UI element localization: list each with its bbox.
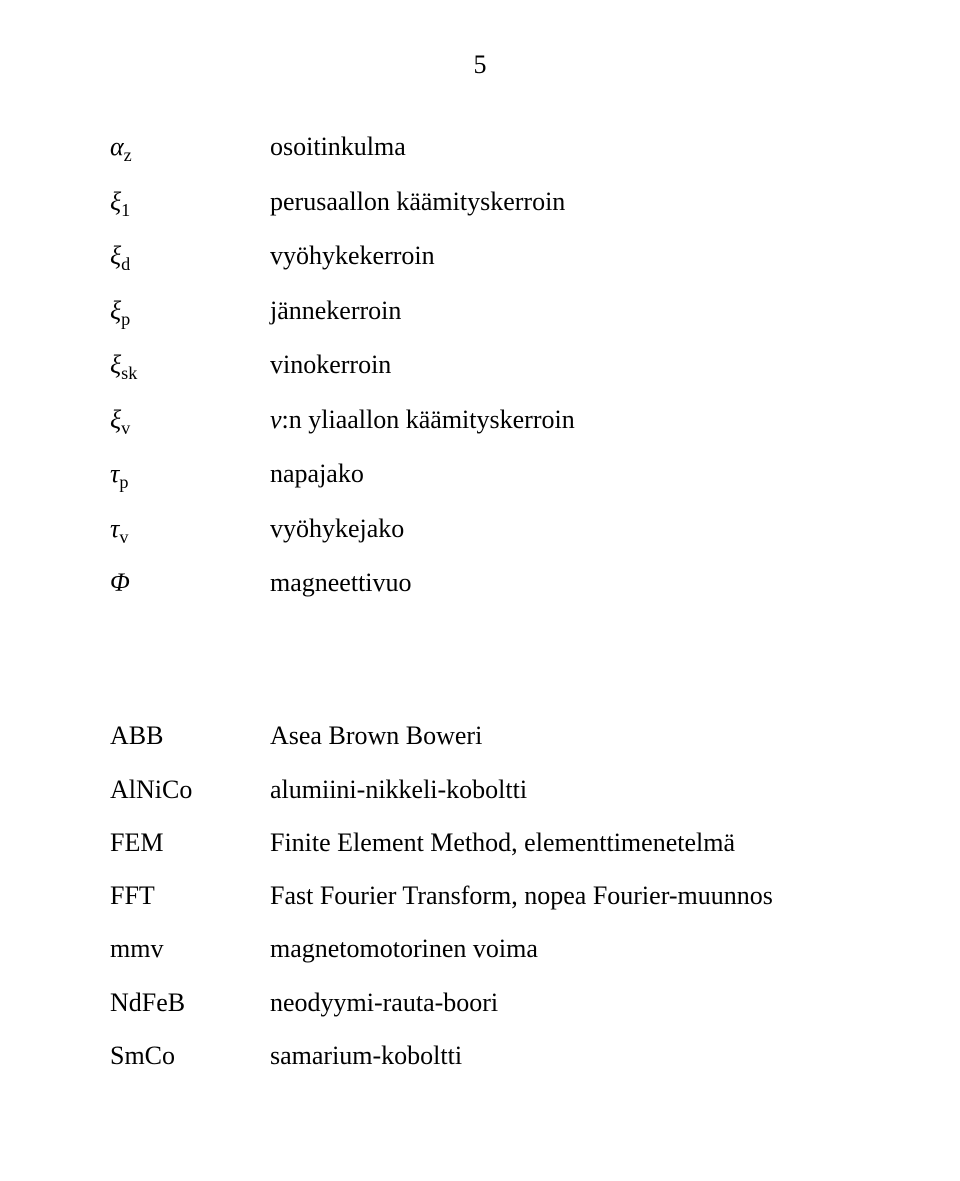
definition-row: SmCosamarium-koboltti — [110, 1029, 850, 1082]
definition-row: ξdvyöhykekerroin — [110, 229, 850, 284]
symbol-cell: ξsk — [110, 338, 270, 393]
symbol-cell: ξd — [110, 229, 270, 284]
description-cell: napajako — [270, 447, 850, 500]
definition-row: αzosoitinkulma — [110, 120, 850, 175]
definition-row: AlNiCoalumiini-nikkeli-koboltti — [110, 763, 850, 816]
description-cell: osoitinkulma — [270, 120, 850, 173]
abbreviation-cell: FEM — [110, 816, 270, 869]
page-number: 5 — [110, 50, 850, 80]
abbreviation-cell: NdFeB — [110, 976, 270, 1029]
description-cell: samarium-koboltti — [270, 1029, 850, 1082]
symbol-cell: ξv — [110, 393, 270, 448]
description-cell: vyöhykejako — [270, 502, 850, 555]
definition-row: NdFeBneodyymi-rauta-boori — [110, 976, 850, 1029]
abbreviation-cell: AlNiCo — [110, 763, 270, 816]
symbol-definitions-group-1: αzosoitinkulmaξ1perusaallon käämityskerr… — [110, 120, 850, 609]
description-cell: Finite Element Method, elementtimenetelm… — [270, 816, 850, 869]
definition-row: ξvv:n yliaallon käämityskerroin — [110, 393, 850, 448]
definition-row: ABBAsea Brown Boweri — [110, 709, 850, 762]
symbol-cell: ξ1 — [110, 175, 270, 230]
description-cell: vyöhykekerroin — [270, 229, 850, 282]
description-cell: alumiini-nikkeli-koboltti — [270, 763, 850, 816]
abbreviation-definitions-group-2: ABBAsea Brown BoweriAlNiCoalumiini-nikke… — [110, 709, 850, 1082]
definition-row: Φmagneettivuo — [110, 556, 850, 609]
definition-row: ξpjännekerroin — [110, 284, 850, 339]
description-cell: Asea Brown Boweri — [270, 709, 850, 762]
abbreviation-cell: SmCo — [110, 1029, 270, 1082]
description-cell: jännekerroin — [270, 284, 850, 337]
description-cell: neodyymi-rauta-boori — [270, 976, 850, 1029]
definition-row: FEMFinite Element Method, elementtimenet… — [110, 816, 850, 869]
definition-row: FFTFast Fourier Transform, nopea Fourier… — [110, 869, 850, 922]
symbol-cell: τp — [110, 447, 270, 502]
description-cell: vinokerroin — [270, 338, 850, 391]
description-cell: magnetomotorinen voima — [270, 922, 850, 975]
description-cell: perusaallon käämityskerroin — [270, 175, 850, 228]
section-gap — [110, 609, 850, 709]
symbol-cell: αz — [110, 120, 270, 175]
definition-row: τvvyöhykejako — [110, 502, 850, 557]
symbol-cell: τv — [110, 502, 270, 557]
description-cell: v:n yliaallon käämityskerroin — [270, 393, 850, 446]
definition-row: mmvmagnetomotorinen voima — [110, 922, 850, 975]
symbol-cell: Φ — [110, 556, 270, 609]
abbreviation-cell: mmv — [110, 922, 270, 975]
description-cell: magneettivuo — [270, 556, 850, 609]
symbol-cell: ξp — [110, 284, 270, 339]
abbreviation-cell: FFT — [110, 869, 270, 922]
definition-row: ξskvinokerroin — [110, 338, 850, 393]
abbreviation-cell: ABB — [110, 709, 270, 762]
definition-row: ξ1perusaallon käämityskerroin — [110, 175, 850, 230]
definition-row: τpnapajako — [110, 447, 850, 502]
description-cell: Fast Fourier Transform, nopea Fourier-mu… — [270, 869, 850, 922]
